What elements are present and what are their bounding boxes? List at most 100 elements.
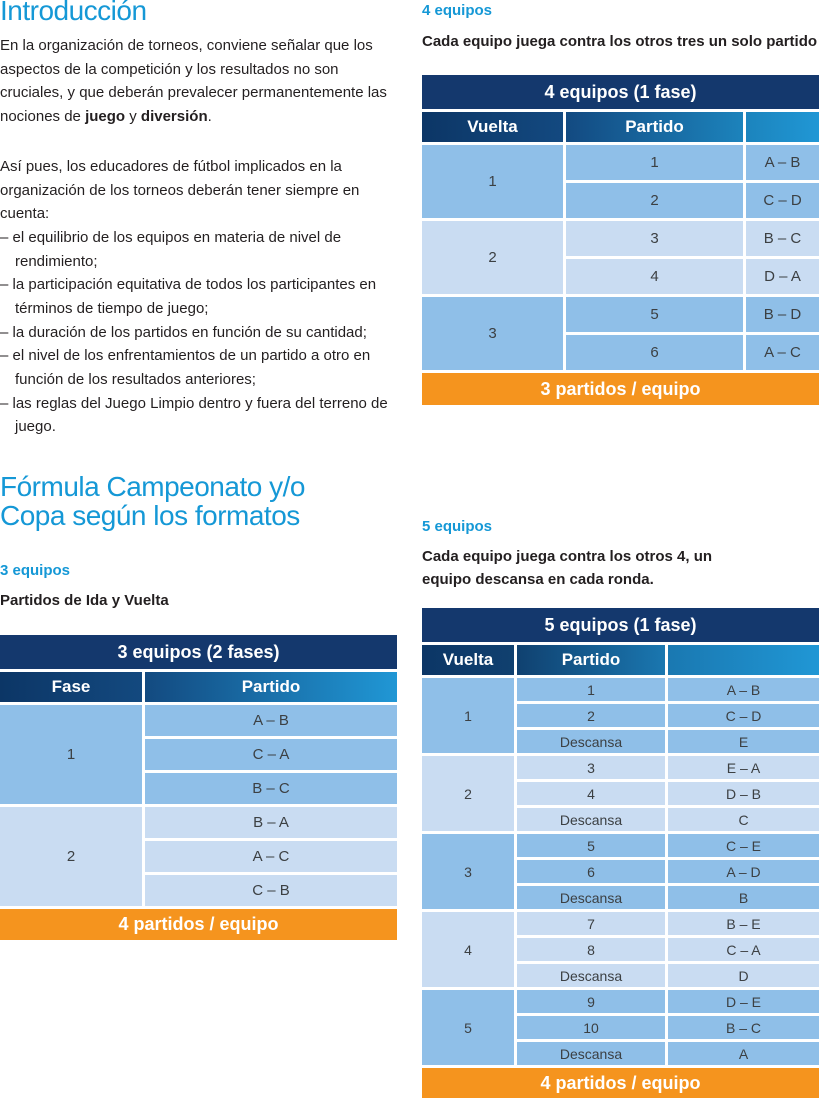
subdesc-4-equipos: Cada equipo juega contra los otros tres …: [422, 33, 818, 50]
descansa-label-cell: Descansa: [517, 964, 665, 987]
bullet-item: – las reglas del Juego Limpio dentro y f…: [0, 394, 388, 436]
table-4-equipos: 4 equipos (1 fase) Vuelta Partido 1 1 A …: [422, 75, 819, 405]
subhead-4-equipos: 4 equipos: [422, 2, 493, 19]
match-cell: C – B: [145, 875, 397, 906]
descansa-team-cell: C: [668, 808, 819, 831]
group-label-cell: 1: [422, 678, 514, 753]
descansa-label-cell: Descansa: [517, 886, 665, 909]
match-number-cell: 6: [517, 860, 665, 883]
match-number-cell: 5: [566, 297, 743, 332]
intro-paragraph-text: En la organización de torneos, conviene …: [0, 37, 387, 126]
descansa-label-cell: Descansa: [517, 808, 665, 831]
match-pairing-cell: D – E: [668, 990, 819, 1013]
match-number-cell: 8: [517, 938, 665, 961]
descansa-label-cell: Descansa: [517, 730, 665, 753]
match-number-cell: 3: [566, 221, 743, 256]
intro-paragraph-2: Así pues, los educadores de fútbol impli…: [0, 157, 360, 223]
match-cell: B – A: [145, 807, 397, 838]
table-3-equipos: 3 equipos (2 fases) Fase Partido 1 A – B…: [0, 635, 397, 940]
match-cell: A – B: [145, 705, 397, 736]
group-label-cell: 3: [422, 297, 563, 370]
bold-diversion: diversión: [140, 108, 208, 126]
descansa-team-cell: B: [668, 886, 819, 909]
group-label-cell: 1: [422, 145, 563, 218]
table-header-row: Vuelta Partido: [422, 112, 819, 142]
match-number-cell: 10: [517, 1016, 665, 1039]
table-footer: 3 partidos / equipo: [422, 373, 819, 405]
bullet-item: – la participación equitativa de todos l…: [0, 276, 377, 317]
descansa-team-cell: E: [668, 730, 819, 753]
match-pairing-cell: E – A: [668, 756, 819, 779]
bold-juego: juego: [85, 108, 126, 126]
match-pairing-cell: D – A: [746, 259, 819, 294]
group-label-cell: 4: [422, 912, 514, 987]
left-column: Introducción En la organización de torne…: [0, 0, 397, 1098]
match-pairing-cell: C – A: [668, 938, 819, 961]
right-column: 4 equipos Cada equipo juega contra los o…: [422, 0, 819, 1098]
match-pairing-cell: D – B: [668, 782, 819, 805]
table-footer: 4 partidos / equipo: [422, 1068, 819, 1098]
table-group-vuelta-4: 4 7 B – E 8 C – A Descansa D: [422, 912, 819, 987]
match-pairing-cell: A – B: [746, 145, 819, 180]
table-title: 5 equipos (1 fase): [422, 608, 819, 642]
column-header-fase: Fase: [0, 672, 142, 702]
column-header-spacer: [746, 112, 819, 142]
table-group-vuelta-2: 2 3 E – A 4 D – B Descansa C: [422, 756, 819, 831]
descansa-label-cell: Descansa: [517, 1042, 665, 1065]
match-pairing-cell: B – C: [668, 1016, 819, 1039]
group-label-cell: 3: [422, 834, 514, 909]
match-number-cell: 4: [517, 782, 665, 805]
subhead-3-equipos: 3 equipos: [0, 562, 71, 579]
match-number-cell: 5: [517, 834, 665, 857]
table-title: 4 equipos (1 fase): [422, 75, 819, 109]
group-label-cell: 2: [422, 221, 563, 294]
column-header-spacer: [668, 645, 819, 675]
descansa-team-cell: A: [668, 1042, 819, 1065]
bullet-list: – el equilibrio de los equipos en materi…: [0, 226, 397, 439]
column-header-partido: Partido: [145, 672, 397, 702]
match-cell: B – C: [145, 773, 397, 804]
match-pairing-cell: C – D: [746, 183, 819, 218]
intro-heading: Introducción: [0, 0, 147, 26]
formula-heading: Fórmula Campeonato y/o Copa según los fo…: [0, 471, 305, 532]
match-number-cell: 2: [517, 704, 665, 727]
table-footer: 4 partidos / equipo: [0, 909, 397, 940]
group-label-cell: 2: [0, 807, 142, 906]
match-pairing-cell: B – C: [746, 221, 819, 256]
column-header-partido: Partido: [517, 645, 665, 675]
bullet-item: – el nivel de los enfrentamientos de un …: [0, 347, 371, 389]
match-number-cell: 1: [566, 145, 743, 180]
match-pairing-cell: A – D: [668, 860, 819, 883]
table-group-fase-1: 1 A – B C – A B – C: [0, 705, 397, 804]
group-label-cell: 1: [0, 705, 142, 804]
match-pairing-cell: A – C: [746, 335, 819, 370]
match-number-cell: 2: [566, 183, 743, 218]
table-group-vuelta-3: 3 5 C – E 6 A – D Descansa B: [422, 834, 819, 909]
column-header-vuelta: Vuelta: [422, 112, 563, 142]
table-group-vuelta-1: 1 1 A – B 2 C – D: [422, 145, 819, 218]
column-header-vuelta: Vuelta: [422, 645, 514, 675]
table-group-fase-2: 2 B – A A – C C – B: [0, 807, 397, 906]
bullet-item: – el equilibrio de los equipos en materi…: [0, 228, 342, 270]
match-pairing-cell: A – B: [668, 678, 819, 701]
match-pairing-cell: C – D: [668, 704, 819, 727]
match-number-cell: 7: [517, 912, 665, 935]
match-pairing-cell: B – D: [746, 297, 819, 332]
match-cell: A – C: [145, 841, 397, 872]
table-group-vuelta-1: 1 1 A – B 2 C – D Descansa E: [422, 678, 819, 753]
match-number-cell: 4: [566, 259, 743, 294]
match-pairing-cell: B – E: [668, 912, 819, 935]
column-header-partido: Partido: [566, 112, 743, 142]
table-group-vuelta-3: 3 5 B – D 6 A – C: [422, 297, 819, 370]
table-title: 3 equipos (2 fases): [0, 635, 397, 669]
subdesc-5-equipos: Cada equipo juega contra los otros 4, un…: [422, 548, 713, 588]
intro-paragraph: En la organización de torneos, conviene …: [0, 37, 387, 126]
match-pairing-cell: C – E: [668, 834, 819, 857]
match-number-cell: 9: [517, 990, 665, 1013]
match-number-cell: 3: [517, 756, 665, 779]
table-group-vuelta-2: 2 3 B – C 4 D – A: [422, 221, 819, 294]
group-label-cell: 5: [422, 990, 514, 1065]
bullet-item: – la duración de los partidos en función…: [0, 323, 367, 341]
table-header-row: Fase Partido: [0, 672, 397, 702]
subdesc-3-equipos: Partidos de Ida y Vuelta: [0, 592, 169, 609]
